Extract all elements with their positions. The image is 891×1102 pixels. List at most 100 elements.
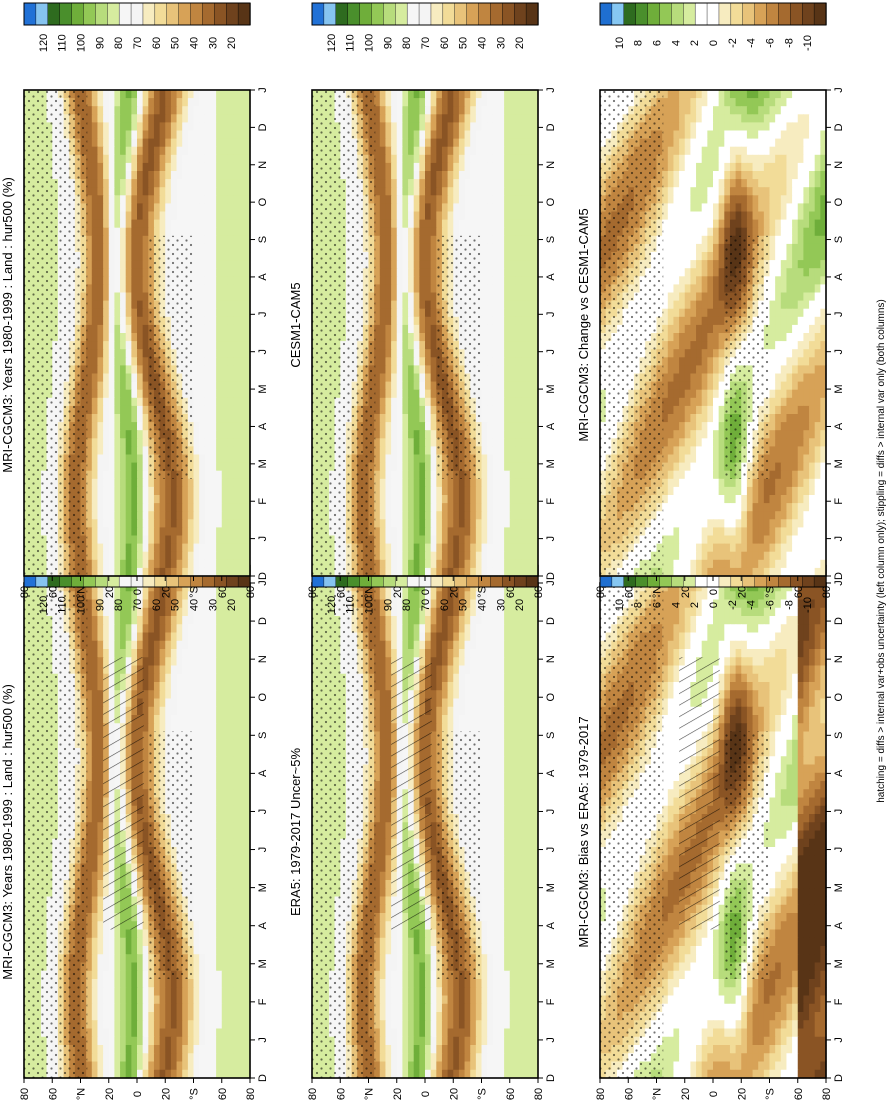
heat-cell <box>233 292 240 302</box>
heat-cell <box>221 789 228 799</box>
heat-cell <box>108 203 115 213</box>
heat-cell <box>238 373 245 383</box>
heat-cell <box>114 599 121 609</box>
colorbar-swatch <box>59 2 73 26</box>
heat-cell <box>199 657 206 667</box>
heat-cell <box>131 308 138 318</box>
heat-cell <box>204 454 212 464</box>
heat-cell <box>108 90 115 99</box>
heat-cell <box>131 591 138 601</box>
heat-cell <box>204 1003 212 1013</box>
heat-cell <box>221 1020 228 1030</box>
heat-cell <box>142 789 149 799</box>
heat-cell <box>216 946 223 955</box>
heat-cell <box>233 772 240 782</box>
heat-cell <box>199 446 206 456</box>
heat-cell <box>238 324 245 334</box>
heat-cell <box>91 764 99 774</box>
heat-cell <box>131 276 138 285</box>
heat-cell <box>210 863 217 873</box>
heat-cell <box>91 171 99 180</box>
heat-cell <box>114 114 121 123</box>
heat-cell <box>97 559 104 569</box>
heat-cell <box>103 1020 110 1030</box>
heat-cell <box>244 90 251 99</box>
heat-cell <box>227 438 234 447</box>
heat-cell <box>114 591 121 601</box>
heat-cell <box>86 805 93 815</box>
heat-cell <box>137 405 144 415</box>
heat-cell <box>103 235 110 245</box>
heat-cell <box>114 954 121 964</box>
heat-cell <box>221 252 228 261</box>
heat-cell <box>233 847 240 856</box>
heat-cell <box>227 349 234 358</box>
heat-cell <box>182 657 189 667</box>
heat-cell <box>97 954 104 964</box>
heat-cell <box>148 219 155 229</box>
heat-cell <box>204 748 212 757</box>
heat-cell <box>193 789 200 799</box>
heat-cell <box>204 1069 212 1079</box>
heat-cell <box>142 252 149 261</box>
heat-cell <box>244 1003 251 1013</box>
heat-cell <box>97 203 104 213</box>
heat-cell <box>153 171 161 180</box>
heat-cell <box>97 98 104 107</box>
heat-cell <box>193 764 200 774</box>
heat-cell <box>91 219 99 229</box>
heat-cell <box>97 723 104 733</box>
heat-cell <box>216 316 223 326</box>
heat-cell <box>120 486 127 496</box>
heat-cell <box>131 397 138 407</box>
heat-cell <box>114 219 121 229</box>
heat-cell <box>91 814 99 823</box>
heat-cell <box>221 187 228 196</box>
heat-cell <box>204 657 212 667</box>
heat-cell <box>244 946 251 955</box>
heat-cell <box>193 567 200 577</box>
month-label: N <box>257 161 269 169</box>
heat-cell <box>125 1028 132 1038</box>
heat-cell <box>137 495 144 504</box>
heat-cell <box>120 1028 127 1038</box>
heat-cell <box>176 211 183 221</box>
heat-cell <box>91 179 99 188</box>
heat-cell <box>131 373 138 383</box>
heat-cell <box>221 764 228 774</box>
heat-cell <box>204 995 212 1005</box>
heat-cell <box>91 162 99 172</box>
heat-cell <box>244 446 251 456</box>
heat-cell <box>238 462 245 472</box>
heat-cell <box>187 1061 195 1071</box>
heat-cell <box>97 219 104 229</box>
heat-cell <box>159 154 166 164</box>
heat-cell <box>137 543 144 553</box>
heat-cell <box>165 486 172 496</box>
heat-cell <box>137 551 144 561</box>
heat-cell <box>210 405 217 415</box>
heat-cell <box>97 657 104 667</box>
heat-cell <box>86 1069 93 1079</box>
heat-cell <box>233 1012 240 1021</box>
heat-cell <box>187 665 195 675</box>
heat-cell <box>91 1045 99 1054</box>
heat-cell <box>97 389 104 399</box>
heat-cell <box>233 551 240 561</box>
heat-cell <box>108 316 115 326</box>
heat-cell <box>137 1053 144 1063</box>
colorbar-swatch <box>202 2 216 26</box>
heat-cell <box>148 673 155 683</box>
heat-cell <box>227 640 234 650</box>
heat-cell <box>193 731 200 741</box>
heat-cell <box>204 970 212 980</box>
lat-label: 20 <box>160 586 172 598</box>
heat-cell <box>108 970 115 980</box>
heat-cell <box>182 682 189 691</box>
heat-cell <box>142 937 149 947</box>
heat-cell <box>227 665 234 675</box>
heat-cell <box>199 781 206 790</box>
heat-cell <box>86 1020 93 1030</box>
heat-cell <box>210 789 217 799</box>
heat-cell <box>131 649 138 658</box>
